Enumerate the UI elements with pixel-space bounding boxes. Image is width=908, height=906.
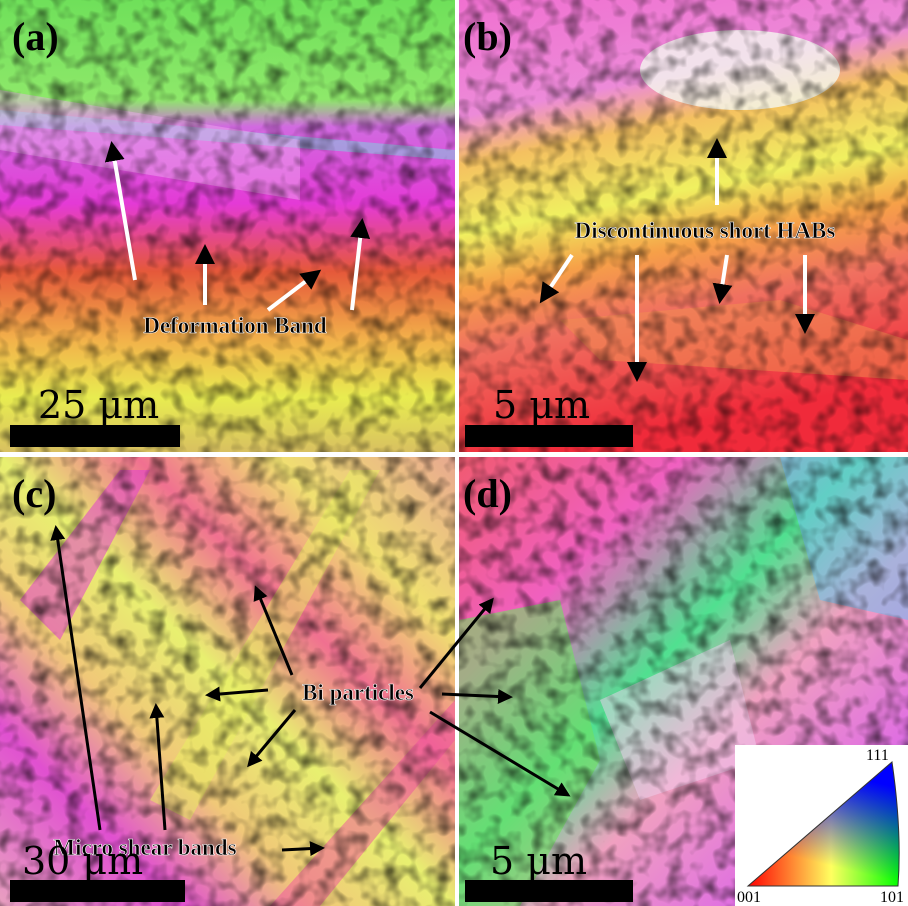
annotation: Bi particles <box>302 680 414 705</box>
scale-bar-label: 25 μm <box>38 383 159 427</box>
panel-label: (c) <box>12 471 56 516</box>
ipf-corner-label: 001 <box>737 889 761 906</box>
scale-bar-label: 5 μm <box>490 839 587 883</box>
ipf-corner-label: 111 <box>866 747 889 764</box>
panel-label: (d) <box>463 471 512 516</box>
ipf-legend: 001 101 111 <box>735 745 908 906</box>
annotation: Discontinuous short HABs <box>575 218 836 243</box>
ipf-corner-label: 101 <box>880 889 904 906</box>
scale-bar <box>465 425 633 447</box>
scale-bar-label: 5 μm <box>493 383 590 427</box>
panel-label: (a) <box>12 14 59 59</box>
scale-bar <box>10 425 180 447</box>
scale-bar <box>10 880 185 902</box>
figure: (a) (b) (c) (d) Deformation Band Discont… <box>0 0 908 906</box>
scale-bar <box>465 880 633 902</box>
scale-bar-label: 30 μm <box>22 839 143 883</box>
panel-label: (b) <box>463 14 512 59</box>
annotation: Deformation Band <box>143 313 327 338</box>
